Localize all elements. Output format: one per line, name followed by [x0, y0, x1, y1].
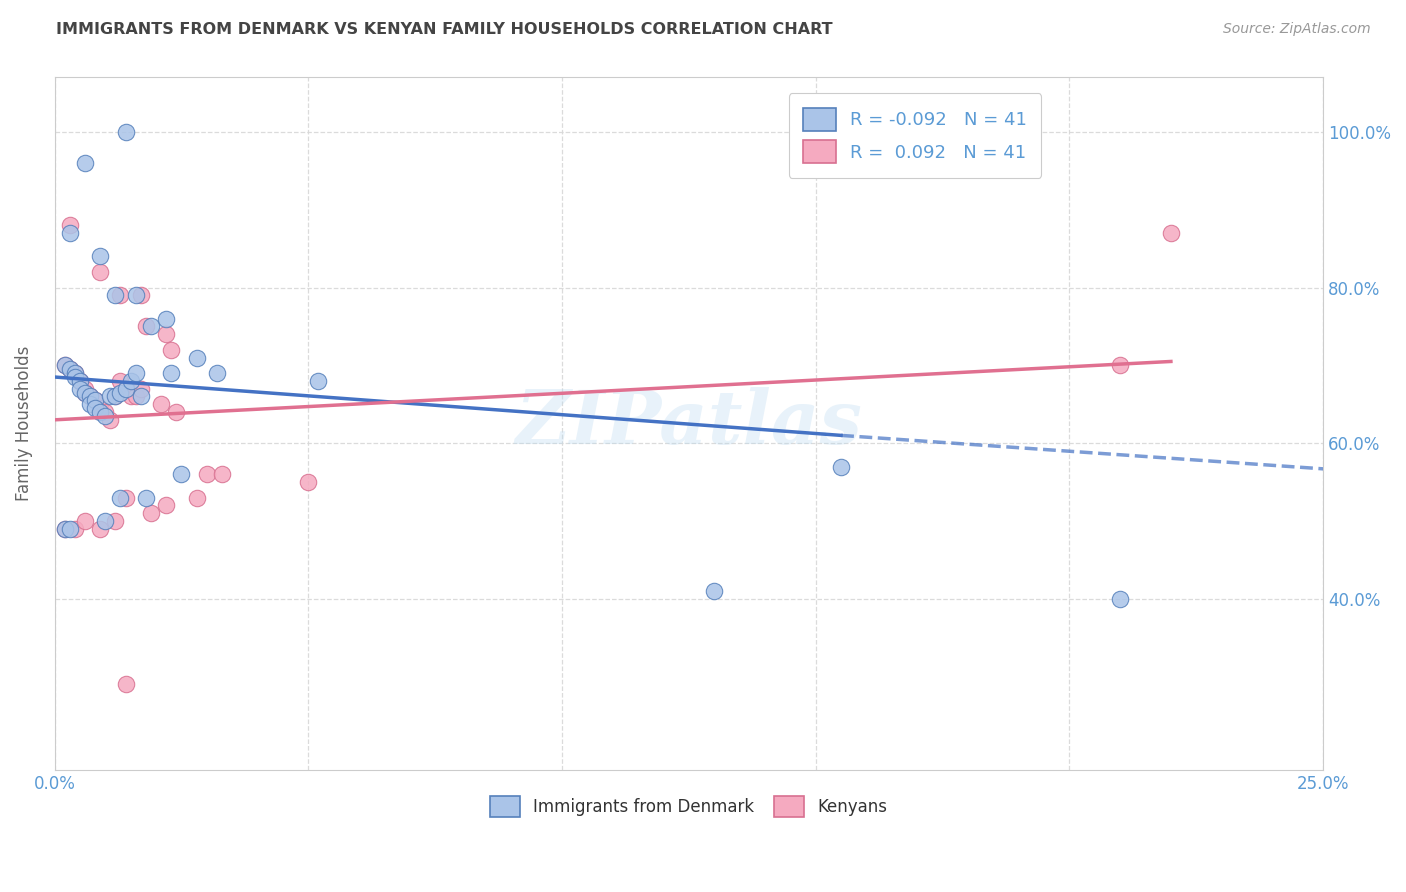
Point	[98, 413, 121, 427]
Point	[84, 393, 107, 408]
Point	[307, 374, 329, 388]
Point	[114, 677, 136, 691]
Point	[89, 265, 111, 279]
Point	[69, 382, 91, 396]
Point	[53, 359, 76, 373]
Point	[104, 389, 127, 403]
Point	[155, 311, 177, 326]
Point	[114, 382, 136, 396]
Point	[69, 374, 91, 388]
Point	[703, 584, 725, 599]
Point	[1160, 226, 1182, 240]
Point	[135, 319, 157, 334]
Point	[165, 405, 187, 419]
Point	[104, 514, 127, 528]
Text: ZIPatlas: ZIPatlas	[516, 387, 862, 460]
Point	[84, 393, 107, 408]
Point	[125, 288, 148, 302]
Point	[73, 514, 96, 528]
Point	[139, 319, 162, 334]
Point	[129, 389, 152, 403]
Point	[120, 389, 142, 403]
Point	[186, 491, 208, 505]
Point	[135, 491, 157, 505]
Point	[73, 385, 96, 400]
Point	[830, 459, 852, 474]
Point	[53, 522, 76, 536]
Point	[63, 522, 86, 536]
Point	[110, 374, 132, 388]
Point	[125, 389, 148, 403]
Point	[98, 389, 121, 403]
Point	[53, 359, 76, 373]
Point	[110, 288, 132, 302]
Point	[59, 219, 82, 233]
Point	[63, 366, 86, 380]
Text: Source: ZipAtlas.com: Source: ZipAtlas.com	[1223, 22, 1371, 37]
Point	[73, 382, 96, 396]
Point	[59, 362, 82, 376]
Point	[160, 343, 183, 357]
Point	[94, 409, 117, 423]
Point	[79, 389, 101, 403]
Point	[114, 382, 136, 396]
Point	[120, 374, 142, 388]
Point	[186, 351, 208, 365]
Point	[89, 405, 111, 419]
Point	[104, 288, 127, 302]
Point	[94, 405, 117, 419]
Y-axis label: Family Households: Family Households	[15, 346, 32, 501]
Point	[139, 506, 162, 520]
Point	[155, 327, 177, 342]
Point	[1109, 359, 1132, 373]
Point	[63, 366, 86, 380]
Point	[53, 522, 76, 536]
Point	[114, 491, 136, 505]
Point	[114, 125, 136, 139]
Point	[297, 475, 319, 489]
Point	[89, 522, 111, 536]
Point	[59, 362, 82, 376]
Point	[59, 226, 82, 240]
Point	[160, 366, 183, 380]
Point	[129, 288, 152, 302]
Point	[211, 467, 233, 482]
Point	[63, 370, 86, 384]
Point	[104, 389, 127, 403]
Point	[84, 401, 107, 416]
Point	[129, 382, 152, 396]
Text: IMMIGRANTS FROM DENMARK VS KENYAN FAMILY HOUSEHOLDS CORRELATION CHART: IMMIGRANTS FROM DENMARK VS KENYAN FAMILY…	[56, 22, 832, 37]
Point	[69, 374, 91, 388]
Point	[205, 366, 228, 380]
Point	[59, 522, 82, 536]
Point	[73, 156, 96, 170]
Point	[73, 385, 96, 400]
Point	[79, 389, 101, 403]
Point	[89, 401, 111, 416]
Point	[79, 397, 101, 411]
Legend: Immigrants from Denmark, Kenyans: Immigrants from Denmark, Kenyans	[484, 789, 894, 824]
Point	[110, 491, 132, 505]
Point	[155, 499, 177, 513]
Point	[125, 366, 148, 380]
Point	[150, 397, 173, 411]
Point	[1109, 591, 1132, 606]
Point	[170, 467, 193, 482]
Point	[110, 385, 132, 400]
Point	[195, 467, 218, 482]
Point	[94, 514, 117, 528]
Point	[89, 249, 111, 263]
